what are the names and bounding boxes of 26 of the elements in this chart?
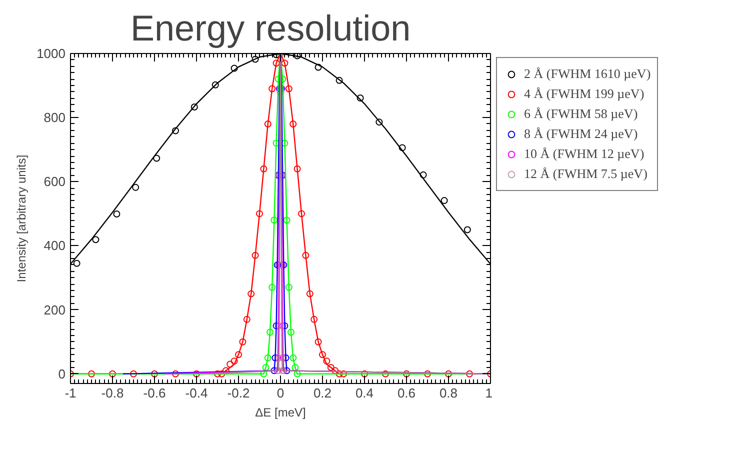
x-tick-label: -0.6	[143, 386, 166, 400]
x-tick-label: -0.4	[185, 386, 208, 400]
y-tick-label: 200	[44, 302, 66, 318]
x-tick-label: 0.6	[397, 386, 416, 400]
x-tick-label: 1	[485, 386, 493, 400]
x-tick-label: -0.2	[227, 386, 250, 400]
x-tick-label: 0.2	[313, 386, 332, 400]
legend-label: 4 Å (FWHM 199 µeV)	[524, 86, 644, 102]
y-tick-label: 600	[44, 174, 66, 190]
legend-label: 10 Å (FWHM 12 µeV)	[524, 146, 644, 162]
y-tick-label: 1000	[36, 46, 66, 61]
x-tick-label: 0	[276, 386, 284, 400]
y-axis-title: Intensity [arbitrary units]	[14, 154, 29, 282]
legend-label: 8 Å (FWHM 24 µeV)	[524, 126, 638, 142]
y-tick-label: 800	[44, 110, 66, 126]
legend-label: 12 Å (FWHM 7.5 µeV)	[524, 166, 648, 182]
x-tick-label: 0.4	[355, 386, 374, 400]
x-tick-label: 0.8	[439, 386, 458, 400]
y-tick-label: 400	[44, 238, 66, 254]
legend-label: 6 Å (FWHM 58 µeV)	[524, 106, 638, 122]
x-tick-label: -1	[64, 386, 76, 400]
x-tick-label: -0.8	[101, 386, 124, 400]
legend-label: 2 Å (FWHM 1610 µeV)	[524, 66, 651, 82]
chart-title: Energy resolution	[130, 8, 411, 48]
y-tick-label: 0	[58, 366, 66, 382]
x-axis-title: ΔE [meV]	[255, 406, 306, 420]
